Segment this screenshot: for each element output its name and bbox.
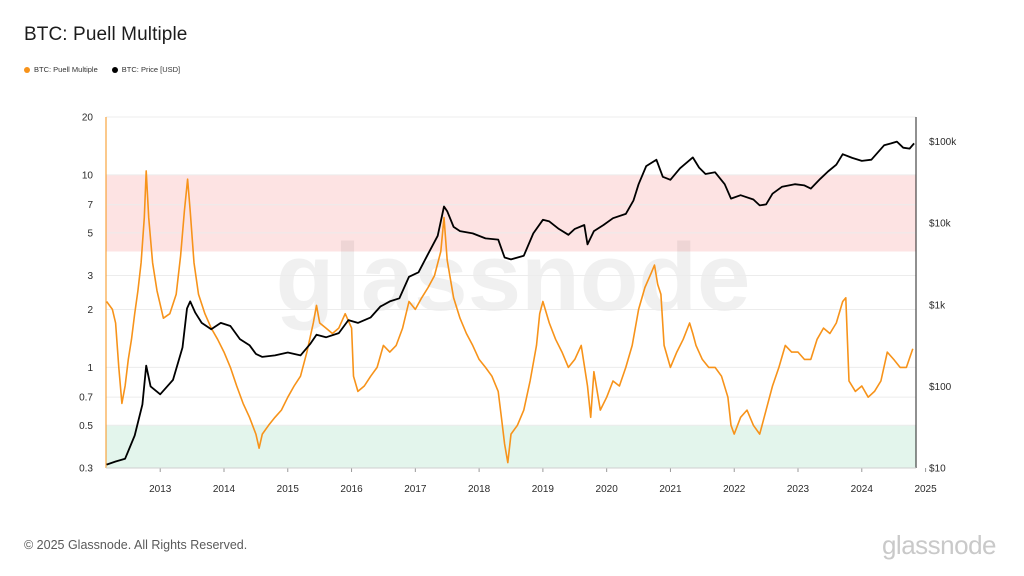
legend-swatch-puell	[24, 66, 30, 73]
y-left-tick-label: 20	[82, 113, 94, 124]
legend-item-puell[interactable]: BTC: Puell Multiple	[24, 65, 98, 74]
series-layer	[105, 140, 915, 466]
x-tick-label: 2022	[723, 484, 746, 495]
x-tick-label: 2019	[532, 484, 555, 495]
series-line-btc-price	[106, 140, 915, 466]
legend-item-price[interactable]: BTC: Price [USD]	[111, 65, 181, 74]
x-tick-label: 2025	[914, 484, 937, 495]
y-left-tick-label: 0.3	[79, 464, 93, 475]
y-left-tick-label: 0.5	[79, 421, 93, 432]
y-right-tick-label: $100	[929, 382, 952, 393]
x-tick-label: 2014	[213, 484, 236, 495]
y-right-tick-label: $10k	[929, 219, 952, 230]
legend: BTC: Puell Multiple BTC: Price [USD]	[24, 65, 180, 74]
x-tick-label: 2024	[851, 484, 874, 495]
y-left-tick-label: 1	[87, 363, 93, 374]
y-right-tick-label: $1k	[929, 300, 946, 311]
y-left-tick-label: 5	[87, 228, 93, 239]
x-tick-label: 2018	[468, 484, 491, 495]
legend-label-price: BTC: Price [USD]	[121, 65, 181, 74]
x-tick-label: 2023	[787, 484, 810, 495]
y-left-tick-label: 10	[82, 170, 94, 181]
x-tick-label: 2015	[277, 484, 300, 495]
watermark-text: glassnode	[276, 224, 751, 331]
y-left-tick-label: 0.7	[79, 393, 93, 404]
y-left-tick-label: 2	[87, 305, 93, 316]
copyright-text: © 2025 Glassnode. All Rights Reserved.	[24, 538, 248, 552]
y-left-tick-label: 3	[87, 271, 93, 282]
y-right-tick-label: $10	[929, 464, 946, 475]
axes: 0.3 0.5 0.7 1 2 3 5 7 10 20 $10 $100 $1k $10k $100k 201…	[79, 113, 957, 496]
x-tick-label: 2021	[659, 484, 682, 495]
x-tick-label: 2017	[404, 484, 427, 495]
series-line-puell-multiple	[105, 170, 914, 464]
grid-lines	[106, 116, 916, 469]
legend-label-puell: BTC: Puell Multiple	[34, 65, 98, 74]
x-tick-label: 2020	[596, 484, 619, 495]
x-tick-label: 2013	[149, 484, 172, 495]
y-right-tick-label: $100k	[929, 137, 957, 148]
x-tick-label: 2016	[340, 484, 363, 495]
legend-swatch-price	[111, 66, 118, 73]
chart-title: BTC: Puell Multiple	[24, 24, 188, 45]
glassnode-logo: glassnode	[881, 530, 997, 560]
chart-watermark: glassnode	[276, 224, 751, 331]
undervalued-zone	[106, 425, 916, 468]
y-left-tick-label: 7	[87, 200, 93, 211]
